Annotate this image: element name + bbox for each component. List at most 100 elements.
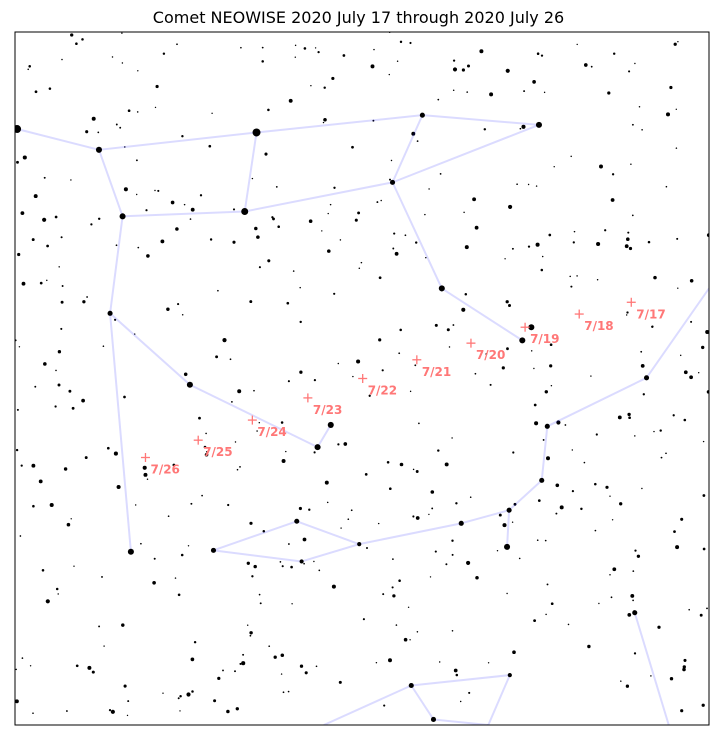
faint-star	[253, 389, 255, 392]
faint-star	[677, 40, 679, 43]
faint-star	[17, 252, 21, 257]
faint-star	[673, 42, 677, 46]
faint-star	[313, 451, 316, 454]
bright-star	[15, 125, 22, 133]
faint-star	[409, 639, 411, 641]
faint-star	[337, 443, 340, 446]
faint-star	[81, 38, 84, 41]
constellation-line	[645, 287, 709, 379]
faint-star	[154, 106, 157, 109]
faint-star	[18, 346, 21, 348]
faint-star	[466, 560, 471, 565]
faint-star	[215, 355, 219, 359]
faint-star	[285, 450, 287, 453]
faint-star	[41, 569, 45, 572]
faint-star	[513, 502, 517, 506]
bright-star	[107, 310, 113, 316]
faint-star	[394, 251, 399, 256]
faint-star	[262, 529, 266, 533]
faint-star	[489, 92, 494, 97]
faint-star	[136, 193, 138, 196]
constellation-line	[433, 718, 489, 725]
faint-star	[392, 247, 395, 250]
faint-star	[706, 607, 708, 610]
faint-star	[502, 523, 507, 528]
faint-star	[607, 91, 611, 95]
faint-star	[677, 287, 679, 289]
bright-star	[95, 146, 103, 153]
faint-star	[534, 421, 539, 426]
faint-star	[137, 70, 139, 72]
faint-star	[399, 462, 404, 467]
faint-star	[321, 230, 323, 232]
faint-star	[360, 261, 363, 264]
faint-star	[388, 487, 392, 491]
faint-star	[452, 324, 455, 326]
comet-position: 7/17	[626, 297, 666, 321]
faint-star	[546, 583, 549, 586]
faint-star	[326, 501, 329, 504]
faint-star	[213, 699, 217, 703]
faint-star	[63, 467, 68, 471]
faint-star	[135, 504, 137, 506]
faint-star	[446, 328, 450, 332]
faint-star	[249, 300, 253, 304]
faint-star	[535, 242, 540, 247]
faint-star	[153, 557, 156, 560]
faint-star	[322, 121, 325, 124]
faint-star	[177, 697, 180, 700]
faint-star	[545, 613, 547, 616]
faint-star	[451, 553, 454, 556]
faint-star	[261, 46, 264, 49]
faint-star	[501, 366, 505, 370]
faint-star	[70, 518, 72, 520]
faint-star	[604, 229, 607, 232]
faint-star	[676, 237, 679, 240]
faint-star	[137, 246, 140, 249]
faint-star	[570, 285, 573, 288]
constellation-line	[296, 520, 360, 546]
constellation-line	[122, 210, 245, 218]
faint-star	[690, 320, 693, 323]
faint-star	[594, 529, 597, 532]
faint-star	[688, 608, 690, 611]
faint-star	[343, 442, 348, 446]
faint-star	[54, 405, 57, 408]
bright-star	[127, 548, 134, 555]
comet-position: 7/19	[520, 322, 560, 346]
faint-star	[146, 254, 150, 258]
faint-star	[351, 145, 354, 149]
faint-star	[543, 91, 546, 94]
faint-star	[249, 634, 252, 637]
faint-star	[342, 54, 346, 57]
faint-star	[46, 279, 48, 282]
faint-star	[580, 507, 583, 511]
faint-star	[20, 464, 23, 467]
faint-star	[292, 270, 295, 272]
faint-star	[550, 602, 554, 606]
bright-star	[294, 518, 300, 524]
faint-star	[431, 507, 434, 510]
faint-star	[281, 565, 284, 568]
faint-star	[356, 359, 361, 364]
faint-star	[415, 470, 419, 473]
faint-star	[683, 370, 688, 375]
faint-star	[631, 123, 634, 126]
faint-star	[85, 130, 89, 134]
faint-star	[239, 662, 242, 665]
faint-star	[324, 480, 329, 485]
faint-star	[22, 155, 27, 160]
faint-star	[82, 300, 86, 304]
faint-star	[246, 624, 249, 626]
faint-star	[630, 163, 632, 165]
faint-star	[333, 186, 336, 189]
comet-position: 7/22	[358, 374, 397, 398]
faint-star	[217, 676, 221, 681]
faint-star	[75, 42, 78, 45]
faint-star	[340, 527, 342, 529]
faint-star	[258, 421, 261, 424]
faint-star	[157, 189, 160, 192]
faint-star	[549, 343, 553, 347]
faint-star	[415, 241, 418, 244]
